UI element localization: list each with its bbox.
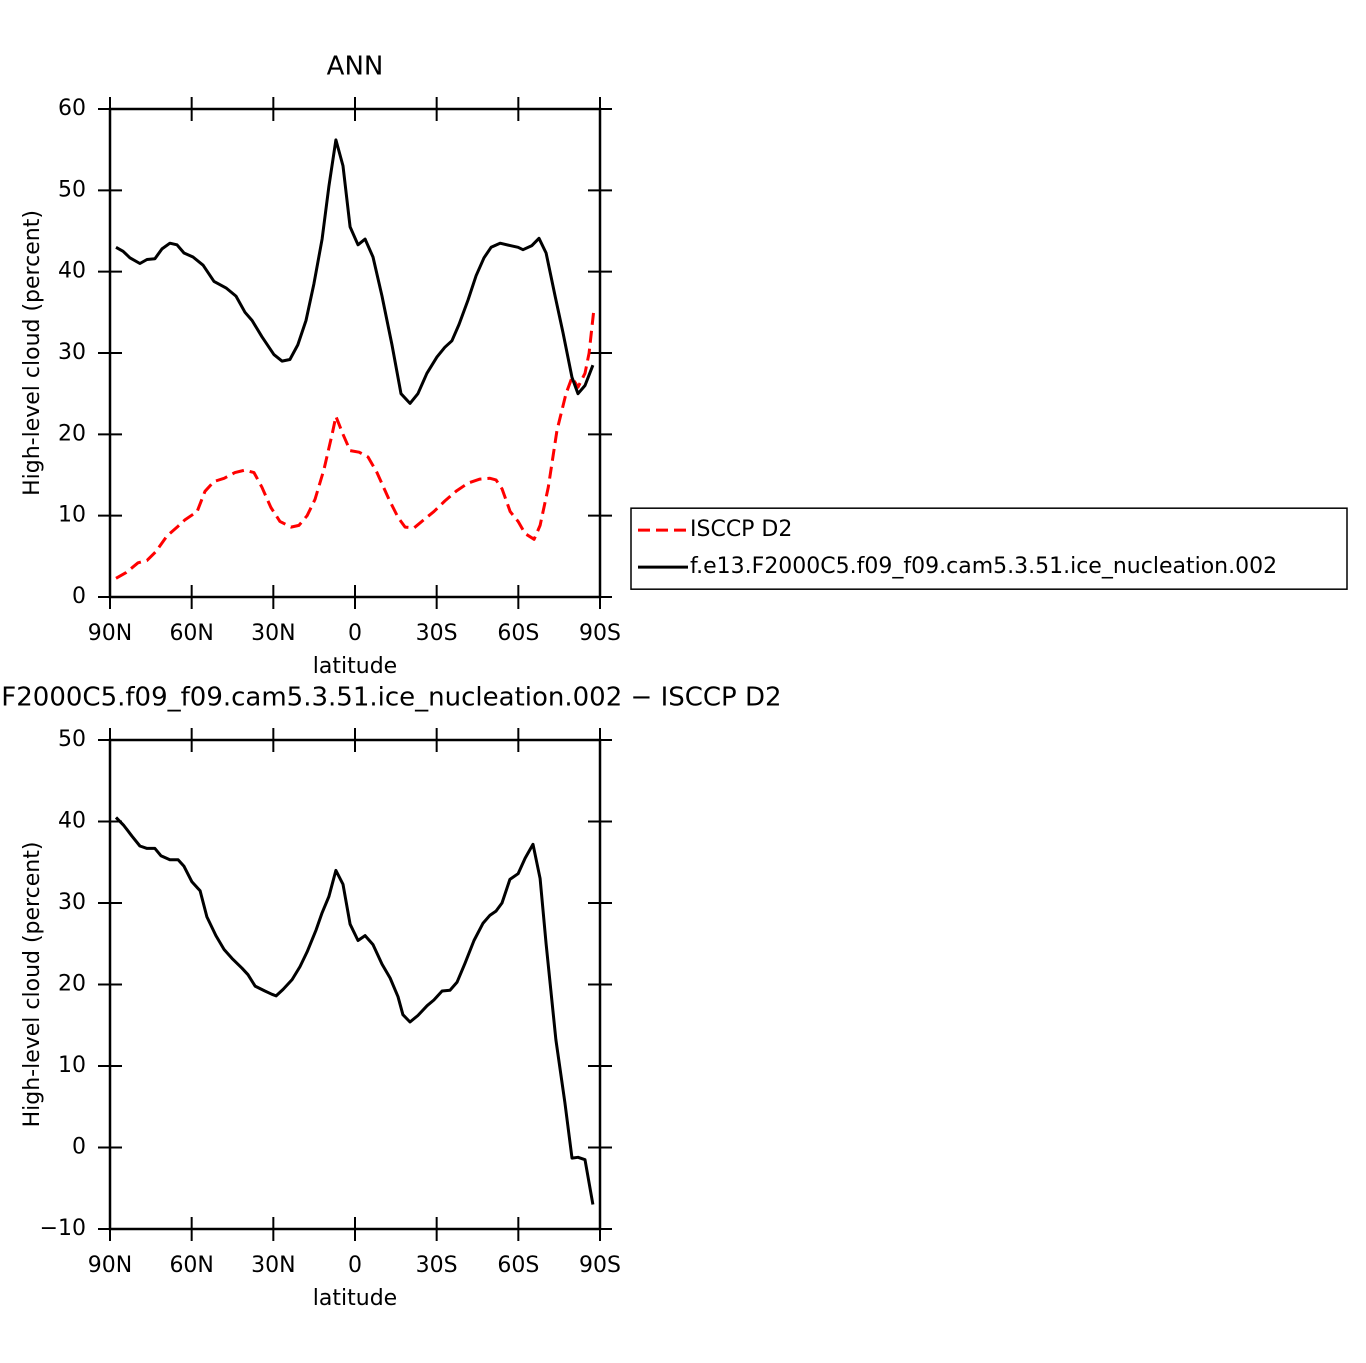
y-axis-label: High-level cloud (percent) [20, 210, 45, 496]
y-tick-label: 60 [58, 96, 86, 121]
x-tick-label: 90S [579, 1253, 621, 1278]
y-tick-label: −10 [40, 1216, 86, 1241]
y-tick-label: 30 [58, 890, 86, 915]
legend-label: ISCCP D2 [690, 517, 792, 542]
series-line [114, 816, 595, 1205]
y-tick-label: 20 [58, 972, 86, 997]
y-tick-label: 40 [58, 809, 86, 834]
y-tick-label: 0 [72, 1135, 86, 1160]
y-tick-label: 10 [58, 503, 86, 528]
y-axis-label: High-level cloud (percent) [20, 842, 45, 1128]
x-tick-label: 0 [348, 1253, 362, 1278]
x-tick-label: 30S [416, 1253, 458, 1278]
chart-title: f.e13.F2000C5.f09_f09.cam5.3.51.ice_nucl… [0, 683, 782, 713]
plot-frame [108, 107, 602, 599]
legend-label: f.e13.F2000C5.f09_f09.cam5.3.51.ice_nucl… [690, 554, 1277, 579]
y-tick-label: 30 [58, 340, 86, 365]
x-tick-label: 60S [497, 1253, 539, 1278]
x-tick-label: 90S [579, 621, 621, 646]
chart-title: ANN [327, 52, 384, 82]
y-tick-label: 40 [58, 259, 86, 284]
x-tick-label: 30N [251, 1253, 295, 1278]
x-tick-label: 60S [497, 621, 539, 646]
series-line [115, 308, 596, 580]
y-tick-label: 0 [72, 584, 86, 609]
x-tick-label: 90N [88, 1253, 132, 1278]
x-tick-label: 90N [88, 621, 132, 646]
x-tick-label: 30N [251, 621, 295, 646]
y-tick-label: 20 [58, 421, 86, 446]
x-axis-label: latitude [313, 654, 397, 679]
x-tick-label: 60N [169, 1253, 213, 1278]
plot-frame [108, 738, 602, 1231]
x-tick-label: 0 [348, 621, 362, 646]
y-tick-label: 10 [58, 1053, 86, 1078]
legend-box [630, 507, 1348, 590]
series-line [115, 138, 595, 405]
x-tick-label: 30S [416, 621, 458, 646]
y-tick-label: 50 [58, 727, 86, 752]
x-axis-label: latitude [313, 1286, 397, 1311]
y-tick-label: 50 [58, 177, 86, 202]
x-tick-label: 60N [169, 621, 213, 646]
